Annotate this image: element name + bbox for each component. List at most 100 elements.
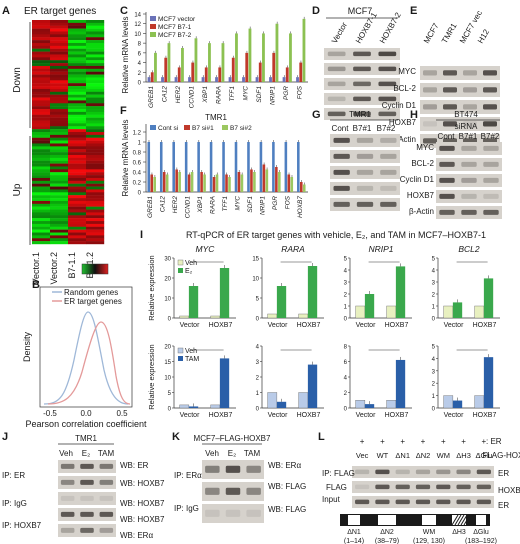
heatmap-cell [32,203,51,207]
deleted-region [476,515,486,525]
heatmap-cell [32,192,51,196]
heatmap-cell [68,106,87,110]
blot-strip [420,117,500,131]
heatmap-cell [86,100,105,104]
heatmap-cell [50,186,69,190]
panel-b: B Random genes ER target genes -0.5 0.0 … [22,279,147,429]
blot-band [463,70,477,76]
heatmap-cell [32,160,51,164]
x-category-label: HOXB7 [473,322,497,329]
heatmap-cell [50,132,69,136]
bar [247,142,250,192]
x-tick-label: PGR [272,196,279,210]
y-tick-label: 2 [432,382,436,388]
bar [242,77,245,82]
heatmap-cell [68,172,87,176]
heatmap-cell [50,100,69,104]
blot-band [395,499,410,505]
y-tick-label: 5 [344,257,348,263]
heatmap-cell [68,45,87,49]
legend-swatch [222,125,228,130]
blot-band [355,469,370,475]
bar [285,67,289,82]
heatmap-cell [50,226,69,230]
heatmap-cell [68,83,87,87]
x-tick-label: MYC [234,196,241,211]
heatmap-cell [32,54,51,58]
bar-vehicle [474,395,485,409]
heatmap-cell [50,31,69,35]
y-tick-label: 3 [256,360,260,366]
heatmap-cell [32,51,51,55]
heatmap-cell [32,111,51,115]
y-tick-label: 10 [134,32,141,38]
heatmap-cell [68,80,87,84]
y-tick-label: 1 [432,305,436,311]
heatmap-cell [86,126,105,130]
blot-band [436,499,451,505]
heatmap-cell [50,77,69,81]
blot-band [375,469,390,475]
heatmap-cell [50,88,69,92]
blot-strip [352,466,494,478]
lane-label: TAM [244,449,261,458]
band-label: ER [498,501,509,510]
bar-treatment [452,302,463,318]
bar-treatment [276,286,287,318]
bar [201,77,205,82]
heatmap-cell [68,154,87,159]
heatmap-cell [50,40,69,44]
heatmap-cell [86,123,105,127]
blot-band [443,70,457,76]
y-tick-label: 4 [432,357,436,363]
bar [164,57,168,82]
blot-band [353,81,371,87]
heatmap-cell [68,241,87,245]
blot-band [423,138,437,144]
heatmap-cell [50,109,69,113]
er-label: : ER [486,437,502,446]
heatmap-cell [50,91,69,95]
lane-header: + Vec + WT + ΔN1 + ΔN2 + WM + ΔH3 + ΔGlu [356,437,492,460]
heatmap-cell [50,83,69,87]
heatmap-cell [50,48,69,52]
bar [272,52,276,82]
heatmap-cell [32,154,51,159]
blot-band [439,209,455,215]
blot-band [99,511,114,517]
blot-row-label: BCL-2 [393,84,416,93]
blot-band [80,527,94,533]
blot-band [353,51,371,57]
y-tick-label: 15 [164,360,171,366]
x-category-label: Vector [356,412,377,419]
heatmap-cell [68,63,87,67]
heatmap-cell [32,48,51,52]
y-tick-label: 5 [432,345,436,351]
bar [302,184,306,192]
blot-row-label: β-Actin [409,207,434,216]
bar [262,164,266,192]
heatmap-cell [50,134,69,138]
heatmap-cell [50,146,69,150]
bar-vehicle [386,305,397,319]
blot-band [483,193,499,199]
heatmap-cell [86,154,105,159]
lane-label: HOXB7-2 [378,10,403,45]
y-tick-label: 3 [432,369,436,375]
blot-band [439,177,455,183]
heatmap-cell [86,140,105,144]
bar-vehicle [474,305,485,319]
bar-vehicle [355,400,366,409]
x-category-label: HOXB7 [209,322,233,329]
bar [284,142,288,192]
heatmap-cell [32,71,51,75]
bar [248,28,252,83]
heatmap-cell [68,198,87,202]
panel-k-letter: K [172,431,180,443]
band-label: HOXB7 [498,486,520,495]
sirna-label: siRNA [455,122,478,131]
heatmap-cell [50,68,69,72]
heatmap-cell [86,146,105,150]
blot-band [483,104,497,110]
bar [153,177,156,192]
